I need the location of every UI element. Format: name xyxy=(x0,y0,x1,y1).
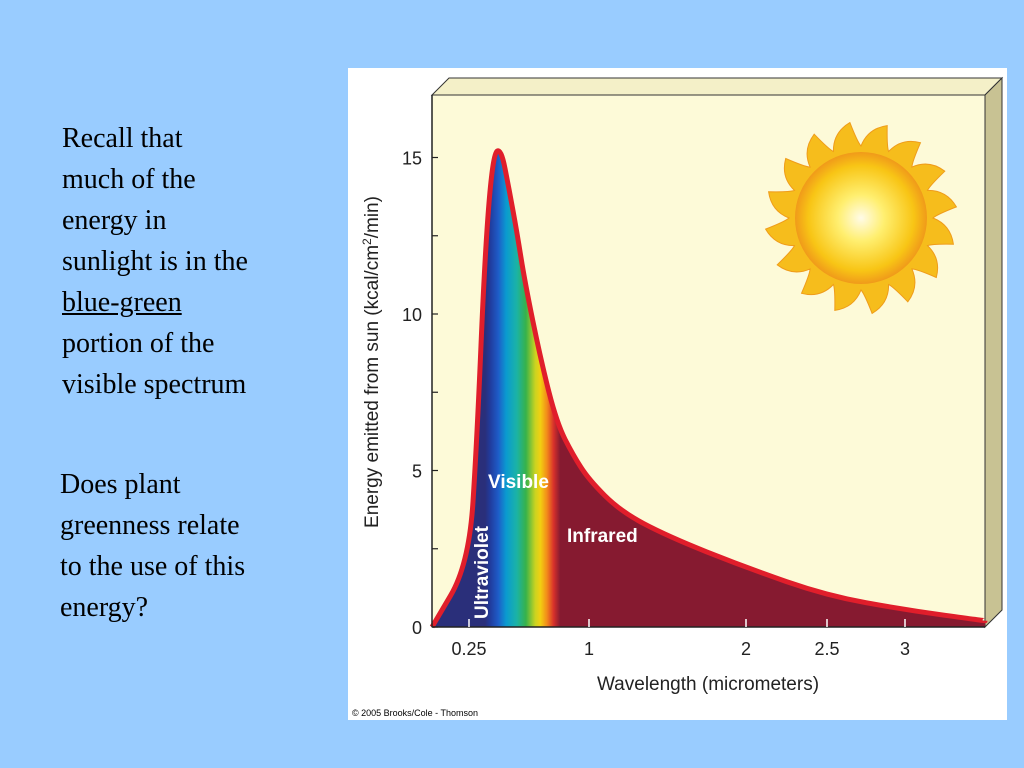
x-tick-label: 0.25 xyxy=(451,639,486,659)
region-label-infrared: Infrared xyxy=(567,526,638,547)
x-tick-label: 3 xyxy=(900,639,910,659)
text-line: greenness relate xyxy=(60,510,240,541)
panel-side-face xyxy=(984,76,1003,629)
sun-disc xyxy=(795,152,927,284)
x-tick-label: 2.5 xyxy=(814,639,839,659)
text-line: Does plant xyxy=(60,469,181,500)
solar-spectrum-figure: 0 5 10 15 0.25 1 2 2.5 3 Visible Infrared Ultrav… xyxy=(348,68,1007,720)
text-line: portion of the xyxy=(62,328,215,359)
copyright-notice: © 2005 Brooks/Cole - Thomson xyxy=(352,708,478,718)
spectrum-curve xyxy=(429,148,988,629)
y-axis-title: Energy emitted from sun (kcal/cm2/min) xyxy=(360,196,383,528)
y-tick-label: 0 xyxy=(412,618,422,638)
text-line: energy? xyxy=(60,592,149,623)
y-tick-label: 5 xyxy=(412,462,422,482)
text-line: sunlight is in the xyxy=(62,246,248,277)
intro-paragraph: Recall that much of the energy in sunlig… xyxy=(62,118,312,405)
spectrum-area xyxy=(432,150,985,627)
y-axis-title-main: Energy emitted from sun (kcal/cm xyxy=(362,245,383,528)
panel-top-face xyxy=(430,77,1004,96)
y-tick-label: 15 xyxy=(402,149,422,169)
y-axis-title-end: /min) xyxy=(362,196,383,238)
region-label-ultraviolet: Ultraviolet xyxy=(472,525,493,619)
x-tick-label: 1 xyxy=(584,639,594,659)
y-axis-title-sup: 2 xyxy=(360,238,374,245)
underlined-term: blue-green xyxy=(62,287,182,318)
region-label-visible: Visible xyxy=(488,472,549,493)
question-paragraph: Does plant greenness relate to the use o… xyxy=(60,464,320,628)
x-axis-title: Wavelength (micrometers) xyxy=(597,674,819,695)
solar-spectrum-chart: 0 5 10 15 0.25 1 2 2.5 3 Visible Infrared Ultrav… xyxy=(352,76,1004,718)
x-tick-label: 2 xyxy=(741,639,751,659)
text-line: Recall that xyxy=(62,123,183,154)
y-tick-label: 10 xyxy=(402,305,422,325)
text-line: energy in xyxy=(62,205,167,236)
text-line: visible spectrum xyxy=(62,369,247,400)
text-line: to the use of this xyxy=(60,551,246,582)
text-line: much of the xyxy=(62,164,196,195)
